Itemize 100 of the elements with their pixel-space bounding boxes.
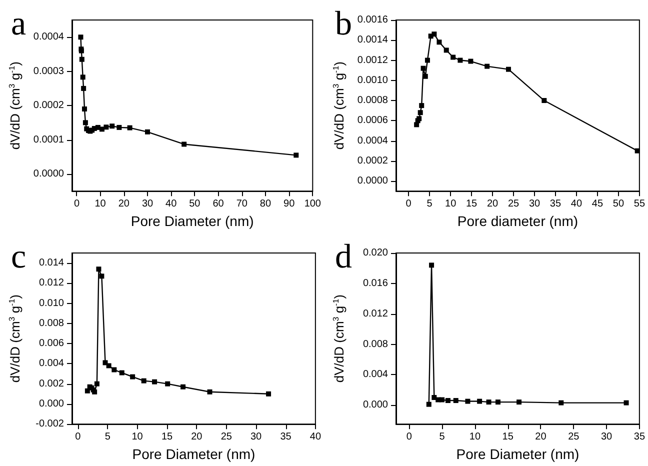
x-tick-label: 25 bbox=[508, 198, 520, 210]
point bbox=[450, 54, 456, 60]
point bbox=[82, 120, 88, 126]
point bbox=[445, 398, 450, 404]
point bbox=[294, 152, 299, 158]
point bbox=[542, 98, 547, 104]
point bbox=[420, 66, 426, 71]
y-tick-label: 0.020 bbox=[362, 248, 388, 258]
x-tick-label: 70 bbox=[236, 198, 248, 210]
y-tick-label: 0.0002 bbox=[33, 100, 64, 112]
x-tick-label: 20 bbox=[191, 432, 203, 443]
x-axis-title: Pore Diameter (nm) bbox=[132, 446, 256, 462]
point bbox=[432, 32, 437, 37]
point bbox=[634, 148, 640, 154]
point bbox=[180, 384, 186, 390]
x-tick-label: 30 bbox=[528, 198, 541, 210]
y-tick-label: 0.012 bbox=[362, 308, 388, 320]
point bbox=[165, 381, 170, 386]
x-axis-title: Pore Diameter (nm) bbox=[456, 446, 580, 462]
chart-title: d bbox=[335, 238, 352, 276]
point bbox=[419, 103, 424, 108]
y-tick-label: -0.002 bbox=[36, 418, 64, 430]
x-tick-label: 15 bbox=[502, 432, 514, 443]
x-tick-label: 5 bbox=[439, 432, 446, 443]
point bbox=[558, 400, 564, 406]
x-tick-label: 55 bbox=[634, 198, 646, 210]
y-tick-label: 0.0016 bbox=[357, 14, 388, 26]
x-tick-label: 40 bbox=[166, 198, 178, 210]
y-axis-title: dV/dD (cm3 g-1) bbox=[332, 294, 346, 383]
y-tick-label: 0.0001 bbox=[33, 134, 64, 146]
x-tick-label: 45 bbox=[592, 198, 604, 210]
y-tick-label: 0.014 bbox=[38, 258, 64, 269]
point bbox=[99, 274, 104, 279]
point bbox=[79, 56, 84, 62]
x-tick-label: 10 bbox=[94, 198, 106, 210]
y-tick-label: 0.0004 bbox=[357, 135, 388, 146]
point bbox=[80, 74, 86, 80]
point bbox=[130, 374, 136, 380]
point bbox=[477, 398, 482, 404]
y-tick-label: 0.004 bbox=[362, 369, 388, 380]
point bbox=[484, 64, 490, 69]
x-tick-label: 5 bbox=[104, 432, 111, 443]
y-tick-label: 0.004 bbox=[38, 358, 64, 370]
point bbox=[141, 378, 146, 384]
y-axis-title: dV/dD (cm3 g-1) bbox=[332, 61, 346, 150]
point bbox=[432, 394, 437, 400]
point bbox=[424, 58, 430, 63]
x-tick-label: 20 bbox=[118, 198, 130, 210]
x-tick-label: 40 bbox=[310, 432, 322, 443]
x-tick-label: 50 bbox=[612, 198, 624, 210]
point bbox=[104, 124, 109, 130]
point bbox=[458, 58, 463, 63]
chart-title: c bbox=[11, 238, 26, 276]
x-axis-title: Pore diameter (nm) bbox=[457, 213, 578, 229]
point bbox=[78, 34, 84, 40]
y-tick-label: 0.0000 bbox=[33, 168, 64, 180]
point bbox=[110, 124, 115, 129]
x-tick-label: 0 bbox=[406, 432, 412, 443]
x-tick-label: 5 bbox=[426, 198, 433, 210]
point bbox=[468, 58, 474, 64]
point bbox=[624, 400, 629, 406]
point bbox=[82, 106, 88, 112]
point bbox=[516, 400, 522, 405]
y-tick-label: 0.000 bbox=[362, 400, 388, 411]
point bbox=[112, 367, 117, 372]
point bbox=[116, 124, 122, 130]
x-tick-label: 30 bbox=[142, 198, 154, 210]
point bbox=[106, 363, 112, 368]
y-tick-label: 0.012 bbox=[38, 278, 64, 289]
x-tick-label: 10 bbox=[469, 432, 481, 443]
point bbox=[465, 398, 470, 404]
point bbox=[453, 398, 458, 404]
y-tick-label: 0.0002 bbox=[357, 155, 388, 166]
y-tick-label: 0.000 bbox=[38, 398, 64, 410]
point bbox=[96, 266, 102, 272]
y-tick-label: 0.016 bbox=[362, 278, 388, 289]
x-tick-label: 0 bbox=[406, 198, 412, 210]
point bbox=[440, 397, 445, 402]
x-tick-label: 40 bbox=[570, 198, 582, 210]
chart-title: b bbox=[335, 6, 352, 42]
x-tick-label: 15 bbox=[466, 198, 478, 210]
y-tick-label: 0.0004 bbox=[33, 32, 64, 43]
point bbox=[418, 110, 423, 116]
y-axis-title: dV/dD (cm3 g-1) bbox=[8, 61, 22, 150]
x-tick-label: 35 bbox=[634, 432, 646, 443]
point bbox=[495, 400, 500, 405]
y-tick-label: 0.0010 bbox=[357, 74, 388, 86]
y-tick-label: 0.0014 bbox=[357, 34, 388, 46]
point bbox=[119, 370, 124, 376]
point bbox=[182, 142, 187, 147]
point bbox=[429, 262, 434, 268]
x-tick-label: 35 bbox=[550, 198, 562, 210]
point bbox=[207, 389, 212, 394]
y-tick-label: 0.008 bbox=[38, 318, 64, 329]
y-tick-label: 0.008 bbox=[362, 338, 388, 350]
x-tick-label: 20 bbox=[535, 432, 547, 443]
x-tick-label: 100 bbox=[304, 198, 322, 210]
point bbox=[81, 86, 86, 91]
point bbox=[486, 400, 492, 405]
point bbox=[422, 74, 428, 79]
